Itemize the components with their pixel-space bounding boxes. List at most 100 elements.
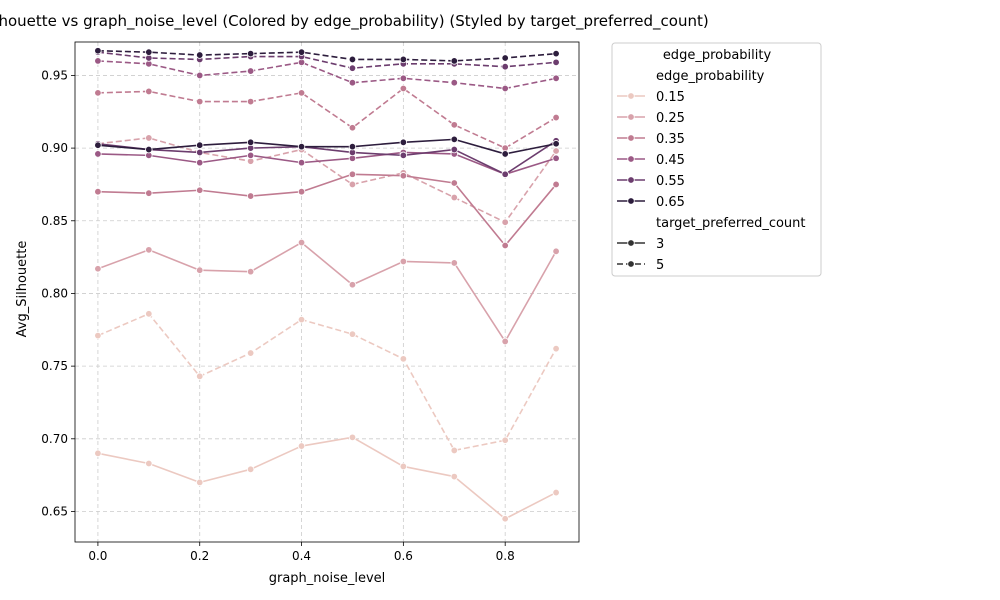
data-point xyxy=(552,488,560,497)
data-point xyxy=(94,47,102,55)
data-point xyxy=(297,442,306,450)
x-tick-label: 0.6 xyxy=(394,549,413,563)
legend-hue-label: 0.65 xyxy=(656,195,685,210)
data-point xyxy=(450,145,458,154)
x-axis-label: graph_noise_level xyxy=(269,571,386,586)
series-line xyxy=(97,49,557,62)
data-point xyxy=(94,265,102,273)
x-tick-label: 0.0 xyxy=(88,549,107,563)
data-point xyxy=(552,140,560,148)
series-line xyxy=(97,436,557,520)
data-point xyxy=(399,462,408,471)
x-axis: 0.0 0.2 0.4 0.6 0.8 xyxy=(88,542,515,563)
data-point xyxy=(246,138,255,146)
data-point xyxy=(552,147,560,155)
legend-marker xyxy=(627,176,635,184)
y-tick-label: 0.75 xyxy=(41,359,68,373)
data-point xyxy=(348,142,357,151)
data-point xyxy=(94,188,102,196)
series-line xyxy=(97,173,557,247)
data-point xyxy=(450,446,458,455)
data-point xyxy=(196,71,204,80)
series-line xyxy=(97,87,557,149)
data-point xyxy=(348,180,357,189)
series-ep-025-tpc-3 xyxy=(94,238,560,346)
data-point xyxy=(552,154,560,162)
legend-marker xyxy=(627,197,635,205)
data-point xyxy=(297,238,306,247)
data-point xyxy=(501,63,509,71)
data-point xyxy=(297,188,306,196)
data-point xyxy=(246,192,255,200)
data-point xyxy=(552,344,560,353)
y-tick-label: 0.65 xyxy=(41,504,68,518)
data-point xyxy=(196,141,204,149)
chart-title: Avg_Silhouette vs graph_noise_level (Col… xyxy=(0,12,709,31)
legend-style-title: target_preferred_count xyxy=(656,216,806,231)
data-point xyxy=(196,372,204,381)
x-tick-label: 0.8 xyxy=(496,549,515,563)
series-line xyxy=(97,137,557,224)
data-point xyxy=(501,84,509,93)
data-point xyxy=(399,172,408,180)
data-point xyxy=(501,54,509,62)
data-point xyxy=(552,247,560,256)
data-point xyxy=(196,51,204,59)
legend-marker xyxy=(627,92,635,100)
series-line xyxy=(97,51,557,69)
series-ep-045-tpc-5 xyxy=(94,57,560,93)
data-point xyxy=(501,150,509,158)
plot-area-frame xyxy=(74,41,580,543)
y-tick-label: 0.95 xyxy=(41,68,68,82)
data-point xyxy=(246,465,255,474)
data-point xyxy=(196,148,204,157)
series-lines xyxy=(94,47,560,523)
data-point xyxy=(246,151,255,160)
data-point xyxy=(450,472,458,481)
data-point xyxy=(399,74,408,83)
data-point xyxy=(450,57,458,65)
data-point xyxy=(348,170,357,178)
series-ep-035-tpc-3 xyxy=(94,170,560,250)
data-point xyxy=(196,478,204,487)
data-point xyxy=(145,189,153,197)
data-point xyxy=(501,337,509,346)
data-point xyxy=(348,55,357,64)
data-point xyxy=(450,121,458,129)
data-point xyxy=(246,67,255,75)
data-point xyxy=(348,433,357,442)
data-point xyxy=(348,330,357,338)
data-point xyxy=(94,331,102,340)
data-point xyxy=(348,64,357,72)
data-point xyxy=(552,180,560,189)
data-point xyxy=(246,49,255,58)
legend-title: edge_probability xyxy=(663,48,772,63)
data-point xyxy=(94,449,102,458)
data-point xyxy=(297,142,306,151)
x-tick-label: 0.4 xyxy=(292,549,311,563)
legend-hue-label: 0.35 xyxy=(656,132,685,147)
legend-marker xyxy=(627,134,635,142)
data-point xyxy=(145,87,153,96)
series-line xyxy=(97,151,557,176)
series-ep-015-tpc-5 xyxy=(94,310,560,455)
data-point xyxy=(196,97,204,106)
data-point xyxy=(501,241,509,250)
data-point xyxy=(145,145,153,154)
data-point xyxy=(145,459,153,468)
y-tick-label: 0.90 xyxy=(41,141,68,155)
data-point xyxy=(145,48,153,56)
series-line xyxy=(97,313,557,452)
data-point xyxy=(399,55,408,64)
data-point xyxy=(348,281,357,289)
series-line xyxy=(97,60,557,90)
series-line xyxy=(97,138,557,155)
data-point xyxy=(501,515,509,523)
data-point xyxy=(94,141,102,149)
legend-hue-label: 0.15 xyxy=(656,90,685,105)
y-axis: 0.65 0.70 0.75 0.80 0.85 0.90 0.95 xyxy=(41,68,75,518)
data-point xyxy=(552,49,560,58)
series-ep-065-tpc-3 xyxy=(94,135,560,158)
data-point xyxy=(145,246,153,254)
data-point xyxy=(399,84,408,93)
